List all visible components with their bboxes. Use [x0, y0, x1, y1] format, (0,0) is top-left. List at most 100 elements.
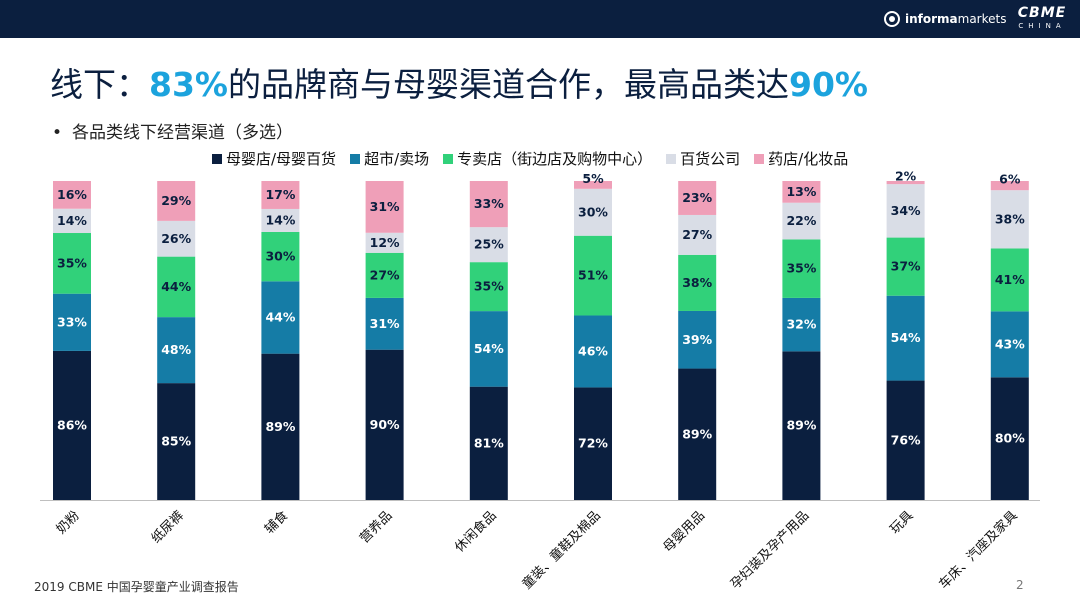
category-label: 母婴用品: [661, 508, 708, 555]
data-label: 38%: [682, 275, 712, 290]
data-label: 41%: [995, 272, 1025, 287]
bar-segment: [53, 208, 91, 234]
bar-segment: [157, 181, 196, 221]
data-label: 30%: [578, 204, 608, 219]
data-label: 72%: [578, 436, 608, 451]
category-label: 车床、汽座及家具: [936, 508, 1021, 593]
bar-segment: [574, 387, 612, 500]
data-label: 37%: [891, 259, 921, 274]
informa-logo-bold: informa: [905, 12, 958, 26]
data-label: 46%: [578, 343, 608, 358]
legend-swatch: [443, 153, 454, 164]
data-label: 35%: [786, 261, 816, 276]
informa-ring-icon: [884, 11, 900, 27]
data-label: 17%: [265, 187, 295, 202]
data-label: 43%: [995, 336, 1025, 351]
bar-segment: [469, 227, 508, 263]
data-label: 27%: [682, 227, 712, 242]
bar-segment: [261, 231, 300, 282]
data-label: 86%: [57, 417, 87, 432]
bar-segment: [678, 310, 717, 369]
category-label: 玩具: [887, 508, 916, 537]
informa-markets-logo: informa markets: [884, 9, 1006, 29]
cbme-logo-sub: CHINA: [1018, 22, 1066, 30]
data-label: 29%: [161, 193, 191, 208]
cbme-logo-text: CBME: [1017, 5, 1067, 21]
data-label: 54%: [891, 330, 921, 345]
data-label: 35%: [474, 279, 504, 294]
legend-swatch: [666, 153, 677, 164]
bar-segment: [574, 181, 612, 189]
data-label: 5%: [582, 171, 604, 186]
bar-segment: [990, 190, 1029, 249]
bar-segment: [261, 181, 300, 209]
legend-item: 专卖店（街边店及购物中心）: [443, 148, 652, 169]
data-label: 2%: [895, 169, 917, 184]
bar-segment: [782, 181, 821, 203]
bar-segment: [261, 353, 300, 500]
bullet-dot: •: [52, 123, 63, 143]
bar-segment: [365, 232, 404, 253]
legend-swatch: [754, 153, 765, 164]
category-label: 童装、童鞋及棉品: [519, 508, 604, 593]
chart-legend: 母婴店/母婴百货 超市/卖场 专卖店（街边店及购物中心） 百货公司 药店/化妆品: [212, 148, 862, 169]
data-label: 76%: [891, 432, 921, 447]
data-label: 35%: [57, 255, 87, 270]
bar-segment: [678, 254, 717, 311]
category-label: 辅食: [262, 508, 292, 538]
bar-segment: [886, 184, 925, 238]
bar-segment: [990, 248, 1029, 312]
legend-item: 百货公司: [666, 148, 740, 169]
data-label: 89%: [265, 419, 295, 434]
bar-segment: [990, 311, 1029, 378]
data-label: 30%: [265, 249, 295, 264]
data-label: 32%: [786, 317, 816, 332]
bar-segment: [574, 315, 612, 388]
category-label: 纸尿裤: [149, 508, 187, 546]
category-label: 休闲食品: [452, 508, 500, 556]
category-label: 营养品: [357, 508, 396, 547]
top-bar: informa markets CBME CHINA: [0, 0, 1080, 38]
data-label: 23%: [682, 190, 712, 205]
bar-segment: [53, 233, 91, 294]
bar-segment: [782, 297, 821, 352]
bar-segment: [157, 256, 196, 318]
data-label: 54%: [474, 341, 504, 356]
bar-segment: [886, 380, 925, 500]
legend-label: 母婴店/母婴百货: [226, 150, 337, 168]
data-label: 89%: [682, 426, 712, 441]
legend-item: 母婴店/母婴百货: [212, 148, 336, 169]
bar-segment: [574, 235, 612, 316]
bar-segment: [469, 311, 508, 387]
legend-item: 药店/化妆品: [754, 148, 848, 169]
data-label: 6%: [999, 172, 1021, 187]
bar-segment: [469, 386, 508, 500]
bar-segment: [157, 383, 196, 500]
data-label: 14%: [57, 213, 87, 228]
data-label: 44%: [265, 309, 295, 324]
bar-segment: [365, 252, 404, 298]
data-label: 16%: [57, 187, 87, 202]
bar-segment: [53, 293, 91, 351]
bar-segment: [782, 239, 821, 298]
data-label: 33%: [57, 314, 87, 329]
data-label: 81%: [474, 435, 504, 450]
page-title: 线下：83%的品牌商与母婴渠道合作，最高品类达90%: [50, 58, 868, 106]
bar-segment: [157, 220, 196, 257]
data-label: 85%: [161, 434, 191, 449]
page-number: 2: [1016, 578, 1024, 592]
bar-segment: [678, 214, 717, 255]
bar-segment: [365, 349, 404, 500]
legend-label: 专卖店（街边店及购物中心）: [457, 150, 653, 168]
title-highlight-2: 90%: [789, 65, 868, 104]
subtitle-text: 各品类线下经营渠道（多选）: [72, 123, 293, 143]
bar-segment: [678, 368, 717, 500]
data-label: 13%: [786, 184, 816, 199]
bar-segment: [469, 181, 508, 228]
bar-segment: [365, 297, 404, 350]
legend-label: 超市/卖场: [364, 150, 430, 168]
footer-source: 2019 CBME 中国孕婴童产业调查报告: [34, 580, 239, 594]
bar-segment: [365, 181, 404, 233]
bar-segment: [886, 295, 925, 381]
